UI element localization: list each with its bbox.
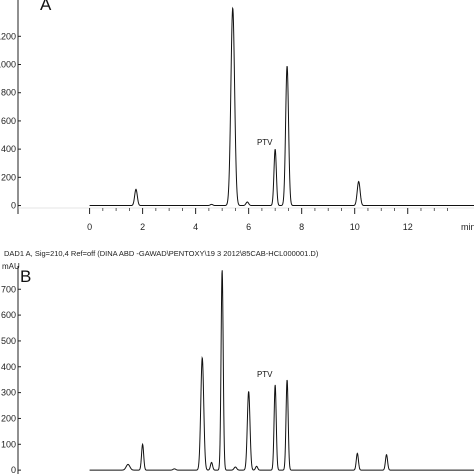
panel-a-peak-annotation: PTV [257, 138, 273, 147]
panel-a-x-unit: min [461, 222, 474, 232]
panel-b-y-tick-label: 500 [1, 336, 16, 346]
panel-a-x-tick-label: 10 [350, 222, 360, 232]
panel-a-y-tick-label: 1000 [0, 60, 16, 70]
panel-a-y-tick-label: 0 [11, 201, 16, 211]
panel-b-title: DAD1 A, Sig=210,4 Ref=off (DINA ABD -GAW… [4, 249, 319, 258]
panel-a-x-tick-label: 12 [403, 222, 413, 232]
panel-b-letter: B [20, 267, 31, 286]
panel-a-x-tick-label: 2 [140, 222, 145, 232]
panel-b-y-unit: mAU [2, 262, 20, 271]
panel-b-y-tick-label: 200 [1, 413, 16, 423]
panel-a-x-tick-label: 6 [246, 222, 251, 232]
panel-b-y-tick-label: 100 [1, 439, 16, 449]
panel-b-y-tick-label: 700 [1, 284, 16, 294]
panel-a-y-tick-label: 200 [1, 172, 16, 182]
panel-a-x-tick-label: 8 [299, 222, 304, 232]
panel-b-y-tick-label: 0 [11, 465, 16, 474]
panel-a-x-tick-label: 0 [87, 222, 92, 232]
panel-b-y-tick-label: 400 [1, 362, 16, 372]
panel-b-peak-annotation: PTV [257, 370, 273, 379]
panel-a-x-tick-label: 4 [193, 222, 198, 232]
panel-b-y-tick-label: 600 [1, 310, 16, 320]
panel-a-y-tick-label: 800 [1, 88, 16, 98]
panel-b-y-tick-label: 300 [1, 388, 16, 398]
panel-a-signal-trace [89, 6, 474, 207]
panel-b-signal-trace [89, 270, 474, 471]
panel-a-letter: A [40, 0, 52, 14]
panel-a-y-tick-label: 400 [1, 144, 16, 154]
panel-a-y-tick-label: 1200 [0, 31, 16, 41]
panel-a-y-tick-label: 600 [1, 116, 16, 126]
